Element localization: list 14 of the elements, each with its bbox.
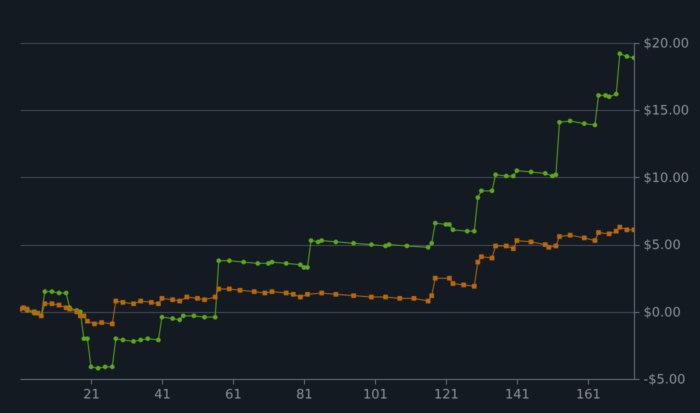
y-tick-label: -$5.00 <box>644 372 686 388</box>
x-tick-label: 41 <box>154 388 171 402</box>
y-tick-label: $5.00 <box>644 238 681 254</box>
y-tick-label: $0.00 <box>644 305 681 320</box>
x-tick-label: 161 <box>576 388 601 402</box>
y-tick-label: $15.00 <box>644 104 689 119</box>
x-tick-label: 141 <box>504 388 530 402</box>
x-tick-label: 121 <box>434 388 459 402</box>
x-tick-label: 61 <box>225 388 242 402</box>
y-tick-label: $20.00 <box>644 36 689 52</box>
y-tick-label: $10.00 <box>644 170 689 186</box>
x-tick-label: 21 <box>83 388 100 402</box>
x-tick-label: 81 <box>296 388 313 402</box>
x-tick-label: 101 <box>363 388 388 402</box>
